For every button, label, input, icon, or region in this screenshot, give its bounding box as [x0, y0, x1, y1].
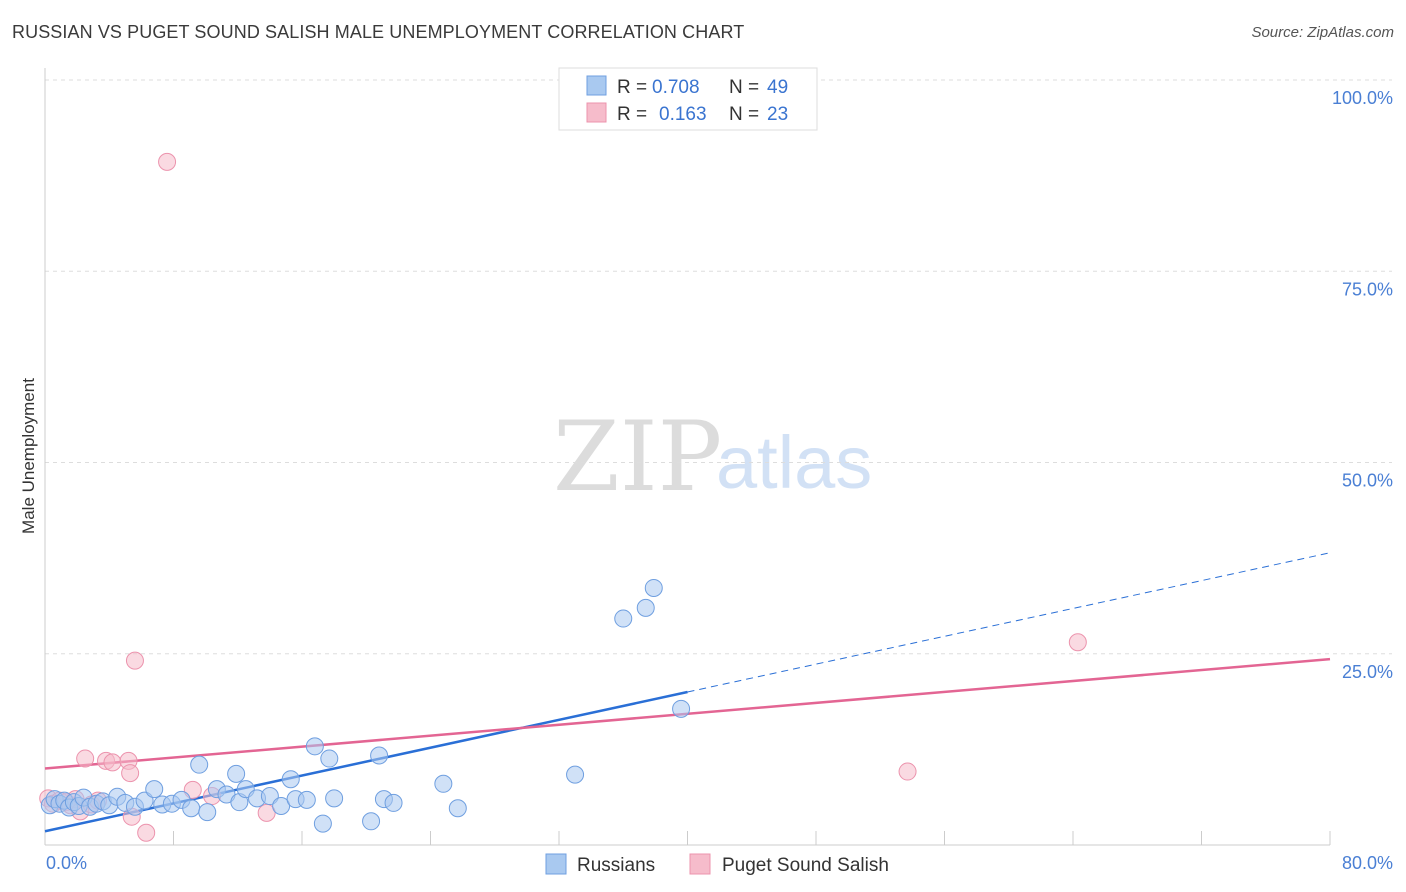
russians-point [281, 770, 300, 789]
russians-point [362, 812, 381, 831]
legend-swatch-salish [586, 102, 607, 123]
russians-point [198, 803, 217, 822]
russians-point [320, 749, 339, 768]
series-legend-swatch-salish [689, 853, 711, 875]
x-tick-label-min: 0.0% [46, 853, 87, 873]
legend-r-value-salish: 0.163 [659, 104, 707, 125]
russians-points [40, 578, 691, 833]
puget-sound-salish-point [125, 651, 144, 670]
legend-n-value-russians: 49 [767, 77, 788, 98]
legend-n-value-salish: 23 [767, 104, 788, 125]
russians-point [614, 609, 633, 628]
y-tick-label-100: 100.0% [1332, 88, 1393, 108]
puget-sound-salish-point [103, 753, 122, 772]
x-tick-label-max: 80.0% [1342, 853, 1393, 873]
watermark-zip: ZIP [553, 401, 722, 513]
russians-point [636, 598, 655, 617]
russians-point [325, 789, 344, 808]
russians-point [313, 814, 332, 833]
russians-point [644, 578, 663, 597]
puget-sound-salish-point [158, 152, 177, 171]
legend-r-value-russians: 0.708 [652, 77, 700, 98]
y-tick-label-75: 75.0% [1342, 279, 1393, 299]
y-tick-label-50: 50.0% [1342, 471, 1393, 491]
legend-swatch-russians [586, 75, 607, 96]
russians-point [297, 790, 316, 809]
puget-sound-salish-point [76, 749, 95, 768]
puget-sound-salish-point [1068, 633, 1087, 652]
russians-point [227, 764, 246, 783]
source-credit: Source: ZipAtlas.com [1251, 24, 1394, 41]
russians-point [272, 796, 291, 815]
russians-point [370, 746, 389, 765]
chart-title: RUSSIAN VS PUGET SOUND SALISH MALE UNEMP… [12, 22, 745, 42]
series-legend-label-salish: Puget Sound Salish [722, 855, 889, 876]
russians-point [260, 787, 279, 806]
russians-point [190, 755, 209, 774]
russians-point [384, 793, 403, 812]
legend-r-label-salish: R = [617, 104, 647, 125]
y-axis-label: Male Unemployment [19, 378, 38, 534]
russians-point [434, 774, 453, 793]
series-legend-swatch-russians [545, 853, 567, 875]
russians-point [448, 799, 467, 818]
series-legend: Russians Puget Sound Salish [545, 853, 889, 876]
puget-sound-salish-point [183, 780, 202, 799]
russians-point [566, 765, 585, 784]
russians-point [672, 699, 691, 718]
grid-lines [45, 79, 1392, 655]
correlation-legend: R = 0.708 N = 49 R = 0.163 N = 23 [558, 67, 818, 131]
axes [44, 68, 1331, 846]
russians-point [305, 737, 324, 756]
russians-point [135, 791, 154, 810]
russians-point [145, 780, 164, 799]
legend-n-label-salish: N = [729, 104, 759, 125]
puget-sound-salish-point [121, 764, 140, 783]
legend-n-label-russians: N = [729, 77, 759, 98]
puget-sound-salish-point [137, 823, 156, 842]
series-legend-label-russians: Russians [577, 855, 655, 876]
russians-trend-extension [687, 552, 1331, 693]
legend-r-label-russians: R = [617, 77, 647, 98]
puget-sound-salish-point [898, 762, 917, 781]
y-tick-label-25: 25.0% [1342, 662, 1393, 682]
russians-trend-line [44, 690, 688, 833]
russians-point [182, 799, 201, 818]
tick-labels: 25.0% 50.0% 75.0% 100.0% 0.0% 80.0% [46, 88, 1393, 873]
